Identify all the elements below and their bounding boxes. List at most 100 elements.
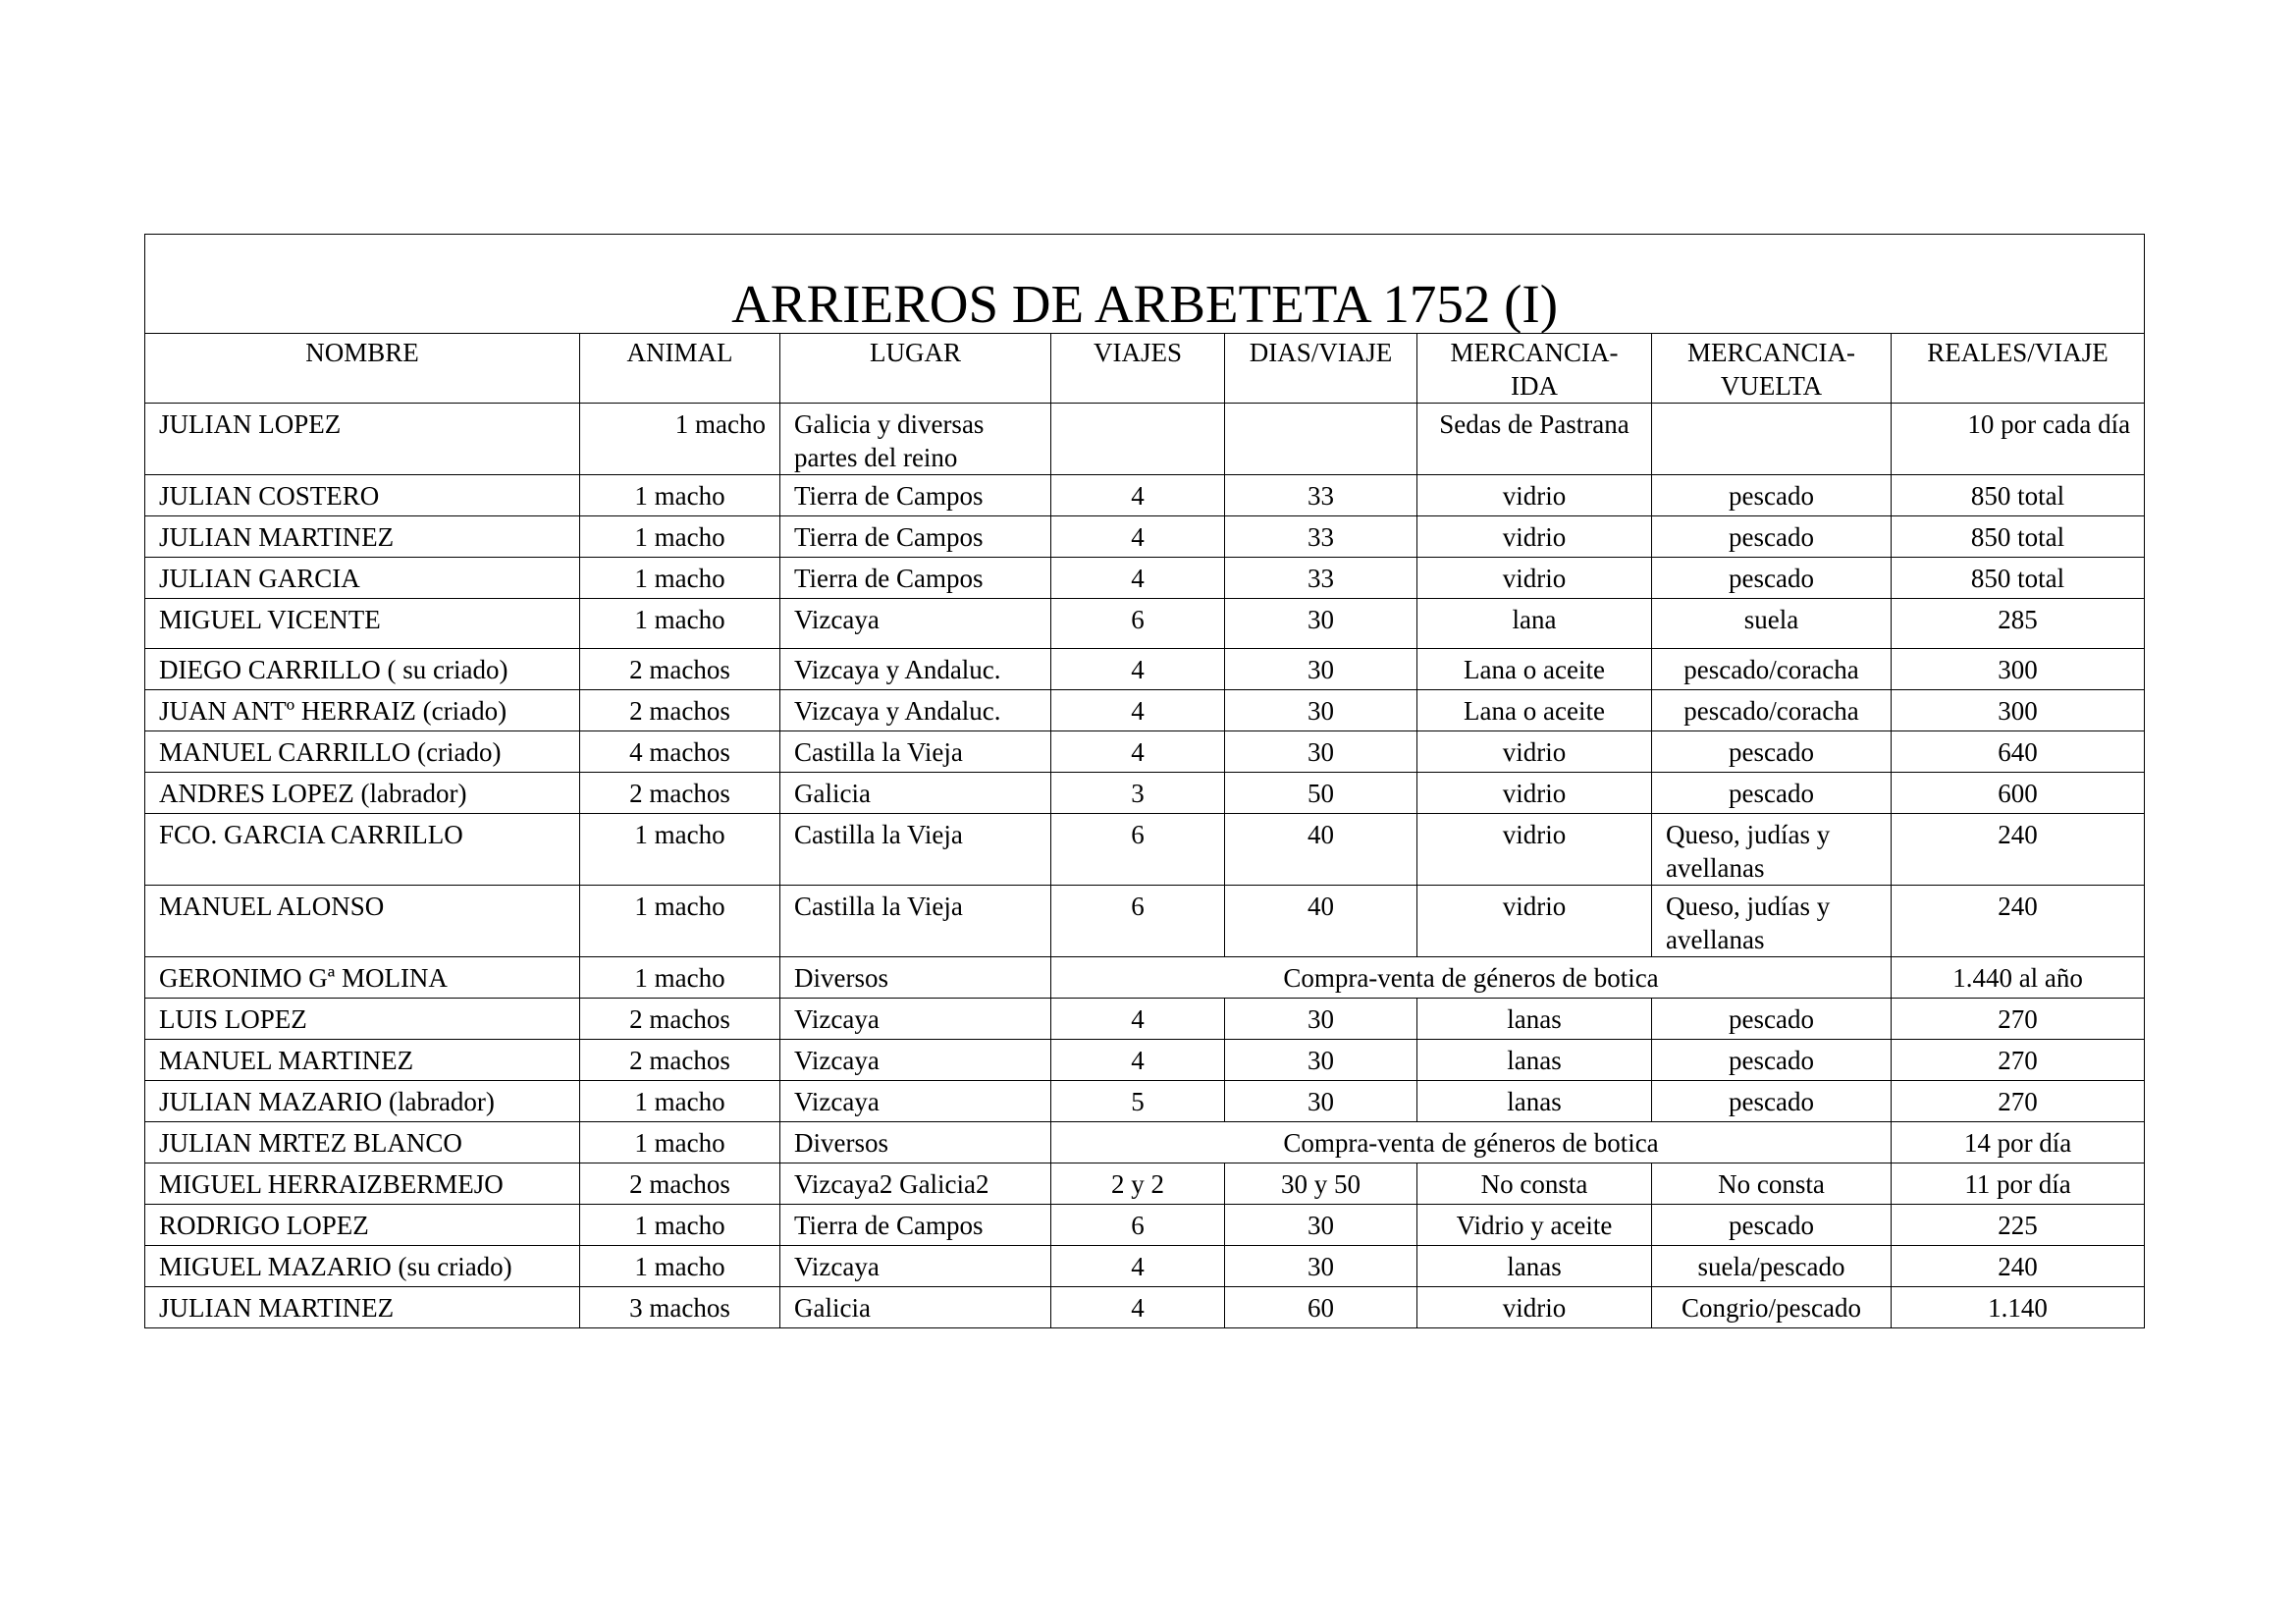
cell-mercancia-vuelta: pescado [1651,557,1892,599]
cell-nombre: RODRIGO LOPEZ [144,1204,580,1246]
cell-viajes: 5 [1050,1080,1225,1122]
cell-mercancia-vuelta: pescado [1651,515,1892,558]
cell-actividad: Compra-venta de géneros de botica [1050,956,1892,999]
cell-nombre: JUAN ANTº HERRAIZ (criado) [144,689,580,731]
cell-dias-viaje: 30 y 50 [1224,1163,1417,1205]
cell-mercancia-vuelta: suela [1651,598,1892,649]
cell-reales-viaje: 850 total [1890,557,2146,599]
table-row: FCO. GARCIA CARRILLO 1 macho Castilla la V… [144,813,2146,886]
cell-animal: 1 macho [579,813,780,886]
cell-reales-viaje: 270 [1890,1080,2146,1122]
cell-viajes: 4 [1050,1286,1225,1328]
cell-mercancia-ida: vidrio [1416,813,1652,886]
cell-nombre: JULIAN MRTEZ BLANCO [144,1121,580,1163]
cell-reales-viaje: 1.440 al año [1890,956,2146,999]
cell-animal: 1 macho [579,598,780,649]
cell-reales-viaje: 285 [1890,598,2146,649]
cell-mercancia-ida: vidrio [1416,515,1652,558]
cell-dias-viaje: 60 [1224,1286,1417,1328]
cell-animal: 2 machos [579,1039,780,1081]
cell-mercancia-vuelta: Queso, judías y avellanas [1651,885,1892,957]
header-animal: ANIMAL [579,333,780,404]
cell-viajes [1050,403,1225,475]
cell-nombre: JULIAN GARCIA [144,557,580,599]
cell-dias-viaje: 30 [1224,1245,1417,1287]
cell-reales-viaje: 11 por día [1890,1163,2146,1205]
cell-mercancia-vuelta: suela/pescado [1651,1245,1892,1287]
header-nombre: NOMBRE [144,333,580,404]
cell-lugar: Galicia [779,772,1051,814]
cell-mercancia-ida: vidrio [1416,474,1652,516]
table-title: ARRIEROS DE ARBETETA 1752 (I) [143,234,2146,334]
cell-dias-viaje: 30 [1224,1204,1417,1246]
cell-nombre: JULIAN MARTINEZ [144,515,580,558]
cell-dias-viaje: 33 [1224,515,1417,558]
cell-lugar: Vizcaya [779,598,1051,649]
cell-mercancia-ida: Lana o aceite [1416,689,1652,731]
cell-lugar: Diversos [779,1121,1051,1163]
cell-animal: 2 machos [579,648,780,690]
table-row: JULIAN LOPEZ 1 macho Galicia y diversas pa… [144,403,2146,475]
table-row: MIGUEL VICENTE 1 macho Vizcaya 6 30 lana suela… [144,598,2146,649]
cell-animal: 1 macho [579,1204,780,1246]
table-row: LUIS LOPEZ 2 machos Vizcaya 4 30 lanas pescado… [144,998,2146,1040]
cell-nombre: ANDRES LOPEZ (labrador) [144,772,580,814]
header-reales-viaje: REALES/VIAJE [1890,333,2146,404]
cell-mercancia-ida: vidrio [1416,1286,1652,1328]
cell-lugar: Tierra de Campos [779,557,1051,599]
cell-reales-viaje: 600 [1890,772,2146,814]
cell-nombre: DIEGO CARRILLO ( su criado) [144,648,580,690]
cell-reales-viaje: 240 [1890,885,2146,957]
cell-lugar: Vizcaya y Andaluc. [779,689,1051,731]
cell-dias-viaje: 33 [1224,557,1417,599]
cell-dias-viaje: 30 [1224,998,1417,1040]
cell-nombre: GERONIMO Gª MOLINA [144,956,580,999]
cell-dias-viaje: 33 [1224,474,1417,516]
cell-viajes: 4 [1050,998,1225,1040]
cell-mercancia-vuelta: pescado [1651,1039,1892,1081]
cell-dias-viaje: 50 [1224,772,1417,814]
header-row: NOMBRE ANIMAL LUGAR VIAJES DIAS/VIAJE MERCANC… [144,333,2146,404]
cell-animal: 2 machos [579,689,780,731]
cell-mercancia-ida: lanas [1416,1245,1652,1287]
cell-nombre: JULIAN MARTINEZ [144,1286,580,1328]
cell-dias-viaje: 30 [1224,648,1417,690]
cell-animal: 1 macho [579,403,780,475]
cell-lugar: Vizcaya [779,1080,1051,1122]
cell-dias-viaje: 30 [1224,689,1417,731]
table-row: JULIAN MRTEZ BLANCO 1 macho Diversos Compra… [144,1121,2146,1163]
cell-mercancia-ida: lana [1416,598,1652,649]
cell-viajes: 4 [1050,474,1225,516]
table-row: MANUEL ALONSO 1 macho Castilla la Vieja 6 40… [144,885,2146,957]
cell-viajes: 4 [1050,1039,1225,1081]
cell-lugar: Vizcaya [779,1245,1051,1287]
cell-animal: 4 machos [579,730,780,773]
arrieros-table: ARRIEROS DE ARBETETA 1752 (I) NOMBRE ANIM… [143,234,2146,1328]
table-row: GERONIMO Gª MOLINA 1 macho Diversos Compra-… [144,956,2146,999]
cell-lugar: Galicia [779,1286,1051,1328]
cell-animal: 2 machos [579,1163,780,1205]
cell-dias-viaje: 30 [1224,1080,1417,1122]
cell-nombre: JULIAN LOPEZ [144,403,580,475]
table-row: MIGUEL HERRAIZBERMEJO 2 machos Vizcaya2 Ga… [144,1163,2146,1205]
cell-animal: 1 macho [579,956,780,999]
cell-mercancia-ida: Sedas de Pastrana [1416,403,1652,475]
cell-reales-viaje: 850 total [1890,474,2146,516]
cell-mercancia-vuelta: pescado/coracha [1651,689,1892,731]
cell-lugar: Galicia y diversas partes del reino [779,403,1051,475]
table-row: JULIAN GARCIA 1 macho Tierra de Campos 4 33 v… [144,557,2146,599]
cell-viajes: 4 [1050,730,1225,773]
cell-reales-viaje: 10 por cada día [1890,403,2146,475]
table-row: JULIAN MARTINEZ 1 macho Tierra de Campos 4 3… [144,515,2146,558]
cell-lugar: Tierra de Campos [779,474,1051,516]
cell-animal: 3 machos [579,1286,780,1328]
cell-reales-viaje: 14 por día [1890,1121,2146,1163]
cell-mercancia-vuelta [1651,403,1892,475]
cell-actividad: Compra-venta de géneros de botica [1050,1121,1892,1163]
cell-viajes: 6 [1050,1204,1225,1246]
table-row: RODRIGO LOPEZ 1 macho Tierra de Campos 6 30 V… [144,1204,2146,1246]
cell-viajes: 4 [1050,515,1225,558]
table-row: ANDRES LOPEZ (labrador) 2 machos Galicia 3 5… [144,772,2146,814]
table-row: DIEGO CARRILLO ( su criado) 2 machos Vizca… [144,648,2146,690]
cell-animal: 1 macho [579,1080,780,1122]
